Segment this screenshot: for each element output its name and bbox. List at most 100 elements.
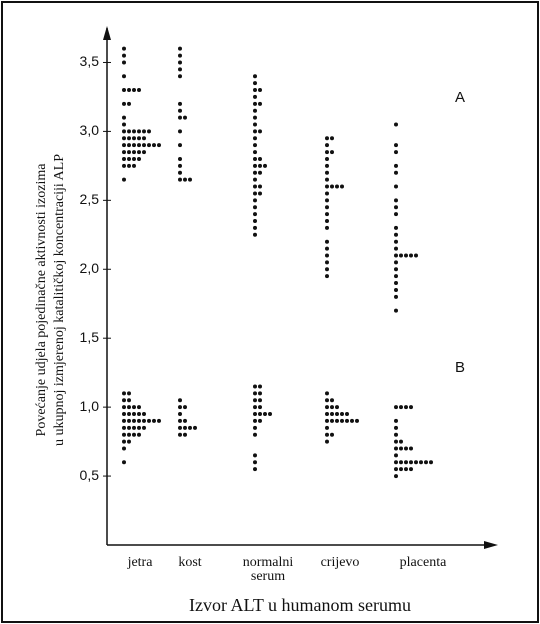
dot bbox=[394, 260, 398, 265]
x-tick-label: placenta bbox=[400, 555, 447, 570]
dot bbox=[157, 143, 161, 148]
dot bbox=[253, 205, 257, 210]
y-tick-label: 1,0 bbox=[80, 398, 100, 414]
dot bbox=[122, 405, 126, 410]
dot bbox=[137, 156, 141, 161]
dot bbox=[394, 405, 398, 410]
dot bbox=[325, 136, 329, 141]
dot bbox=[253, 136, 257, 141]
dot bbox=[178, 53, 182, 58]
dot bbox=[399, 439, 403, 444]
y-axis-label: Povećanje udjela pojedinačne aktivnosti … bbox=[34, 163, 49, 437]
dot bbox=[122, 446, 126, 451]
dot bbox=[394, 205, 398, 210]
dot bbox=[253, 163, 257, 168]
dot bbox=[394, 170, 398, 175]
dot bbox=[253, 108, 257, 113]
dot bbox=[325, 163, 329, 168]
dot bbox=[152, 143, 156, 148]
dot bbox=[253, 405, 257, 410]
dot bbox=[325, 143, 329, 148]
dot bbox=[414, 460, 418, 465]
dot bbox=[325, 156, 329, 161]
dot bbox=[394, 143, 398, 148]
dot bbox=[394, 239, 398, 244]
dot bbox=[132, 425, 136, 430]
dot bbox=[409, 446, 413, 451]
dot bbox=[394, 418, 398, 423]
dot bbox=[122, 53, 126, 58]
dot bbox=[178, 60, 182, 65]
dot bbox=[268, 412, 272, 417]
dot bbox=[142, 150, 146, 155]
dot bbox=[330, 184, 334, 189]
dot bbox=[178, 156, 182, 161]
dot bbox=[258, 129, 262, 134]
dot bbox=[253, 467, 257, 472]
dot bbox=[394, 225, 398, 230]
dot bbox=[258, 384, 262, 389]
y-tick-label: 2,0 bbox=[80, 260, 100, 276]
dot bbox=[330, 150, 334, 155]
dot bbox=[340, 418, 344, 423]
dot bbox=[253, 177, 257, 182]
dot bbox=[258, 170, 262, 175]
dot bbox=[122, 398, 126, 403]
dot bbox=[253, 198, 257, 203]
dot bbox=[394, 453, 398, 458]
dot bbox=[394, 460, 398, 465]
dot bbox=[132, 150, 136, 155]
dot bbox=[394, 281, 398, 286]
dot bbox=[122, 163, 126, 168]
dot bbox=[424, 460, 428, 465]
y-tick-label: 3,0 bbox=[80, 122, 100, 138]
dot bbox=[253, 460, 257, 465]
dot bbox=[330, 418, 334, 423]
dot bbox=[178, 129, 182, 134]
dot bbox=[404, 253, 408, 258]
dot bbox=[178, 143, 182, 148]
dot bbox=[253, 143, 257, 148]
dot bbox=[122, 101, 126, 106]
dot bbox=[394, 246, 398, 251]
dot bbox=[253, 156, 257, 161]
dot bbox=[122, 425, 126, 430]
dot bbox=[345, 412, 349, 417]
dot bbox=[394, 274, 398, 279]
dot bbox=[188, 177, 192, 182]
dot bbox=[258, 156, 262, 161]
dot bbox=[127, 418, 131, 423]
dot bbox=[122, 418, 126, 423]
dot bbox=[394, 253, 398, 258]
dot bbox=[132, 136, 136, 141]
dot bbox=[147, 143, 151, 148]
x-tick-label: crijevo bbox=[321, 555, 360, 570]
dot bbox=[325, 412, 329, 417]
dot bbox=[340, 412, 344, 417]
dot bbox=[127, 136, 131, 141]
dot bbox=[404, 405, 408, 410]
dot bbox=[188, 425, 192, 430]
dot bbox=[178, 163, 182, 168]
dot bbox=[122, 115, 126, 120]
dot bbox=[399, 460, 403, 465]
dot bbox=[122, 391, 126, 396]
dot bbox=[122, 129, 126, 134]
dot bbox=[122, 46, 126, 51]
dot bbox=[263, 412, 267, 417]
dot bbox=[193, 425, 197, 430]
dot bbox=[132, 432, 136, 437]
dot bbox=[183, 418, 187, 423]
dot bbox=[258, 405, 262, 410]
dot bbox=[178, 170, 182, 175]
dot bbox=[253, 170, 257, 175]
dot bbox=[394, 446, 398, 451]
dot bbox=[137, 418, 141, 423]
dot bbox=[122, 122, 126, 127]
dot bbox=[132, 405, 136, 410]
y-tick-label: 3,5 bbox=[80, 53, 100, 69]
dot bbox=[404, 460, 408, 465]
dot bbox=[253, 184, 257, 189]
dot bbox=[325, 253, 329, 258]
dot bbox=[127, 88, 131, 93]
